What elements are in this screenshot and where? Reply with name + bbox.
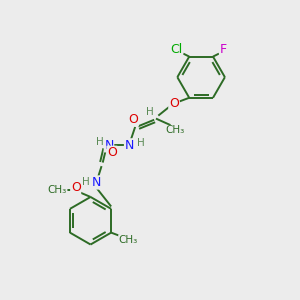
Text: H: H [82,177,90,187]
Text: H: H [136,138,144,148]
Text: N: N [92,176,101,189]
Text: CH₃: CH₃ [166,125,185,136]
Text: N: N [104,139,114,152]
Text: O: O [128,113,138,126]
Text: Cl: Cl [170,43,183,56]
Text: O: O [107,146,117,159]
Text: CH₃: CH₃ [48,185,67,195]
Text: CH₃: CH₃ [119,235,138,245]
Text: H: H [146,107,154,117]
Text: H: H [96,137,104,147]
Text: F: F [220,43,227,56]
Text: O: O [169,97,179,110]
Text: N: N [124,139,134,152]
Text: O: O [71,181,81,194]
